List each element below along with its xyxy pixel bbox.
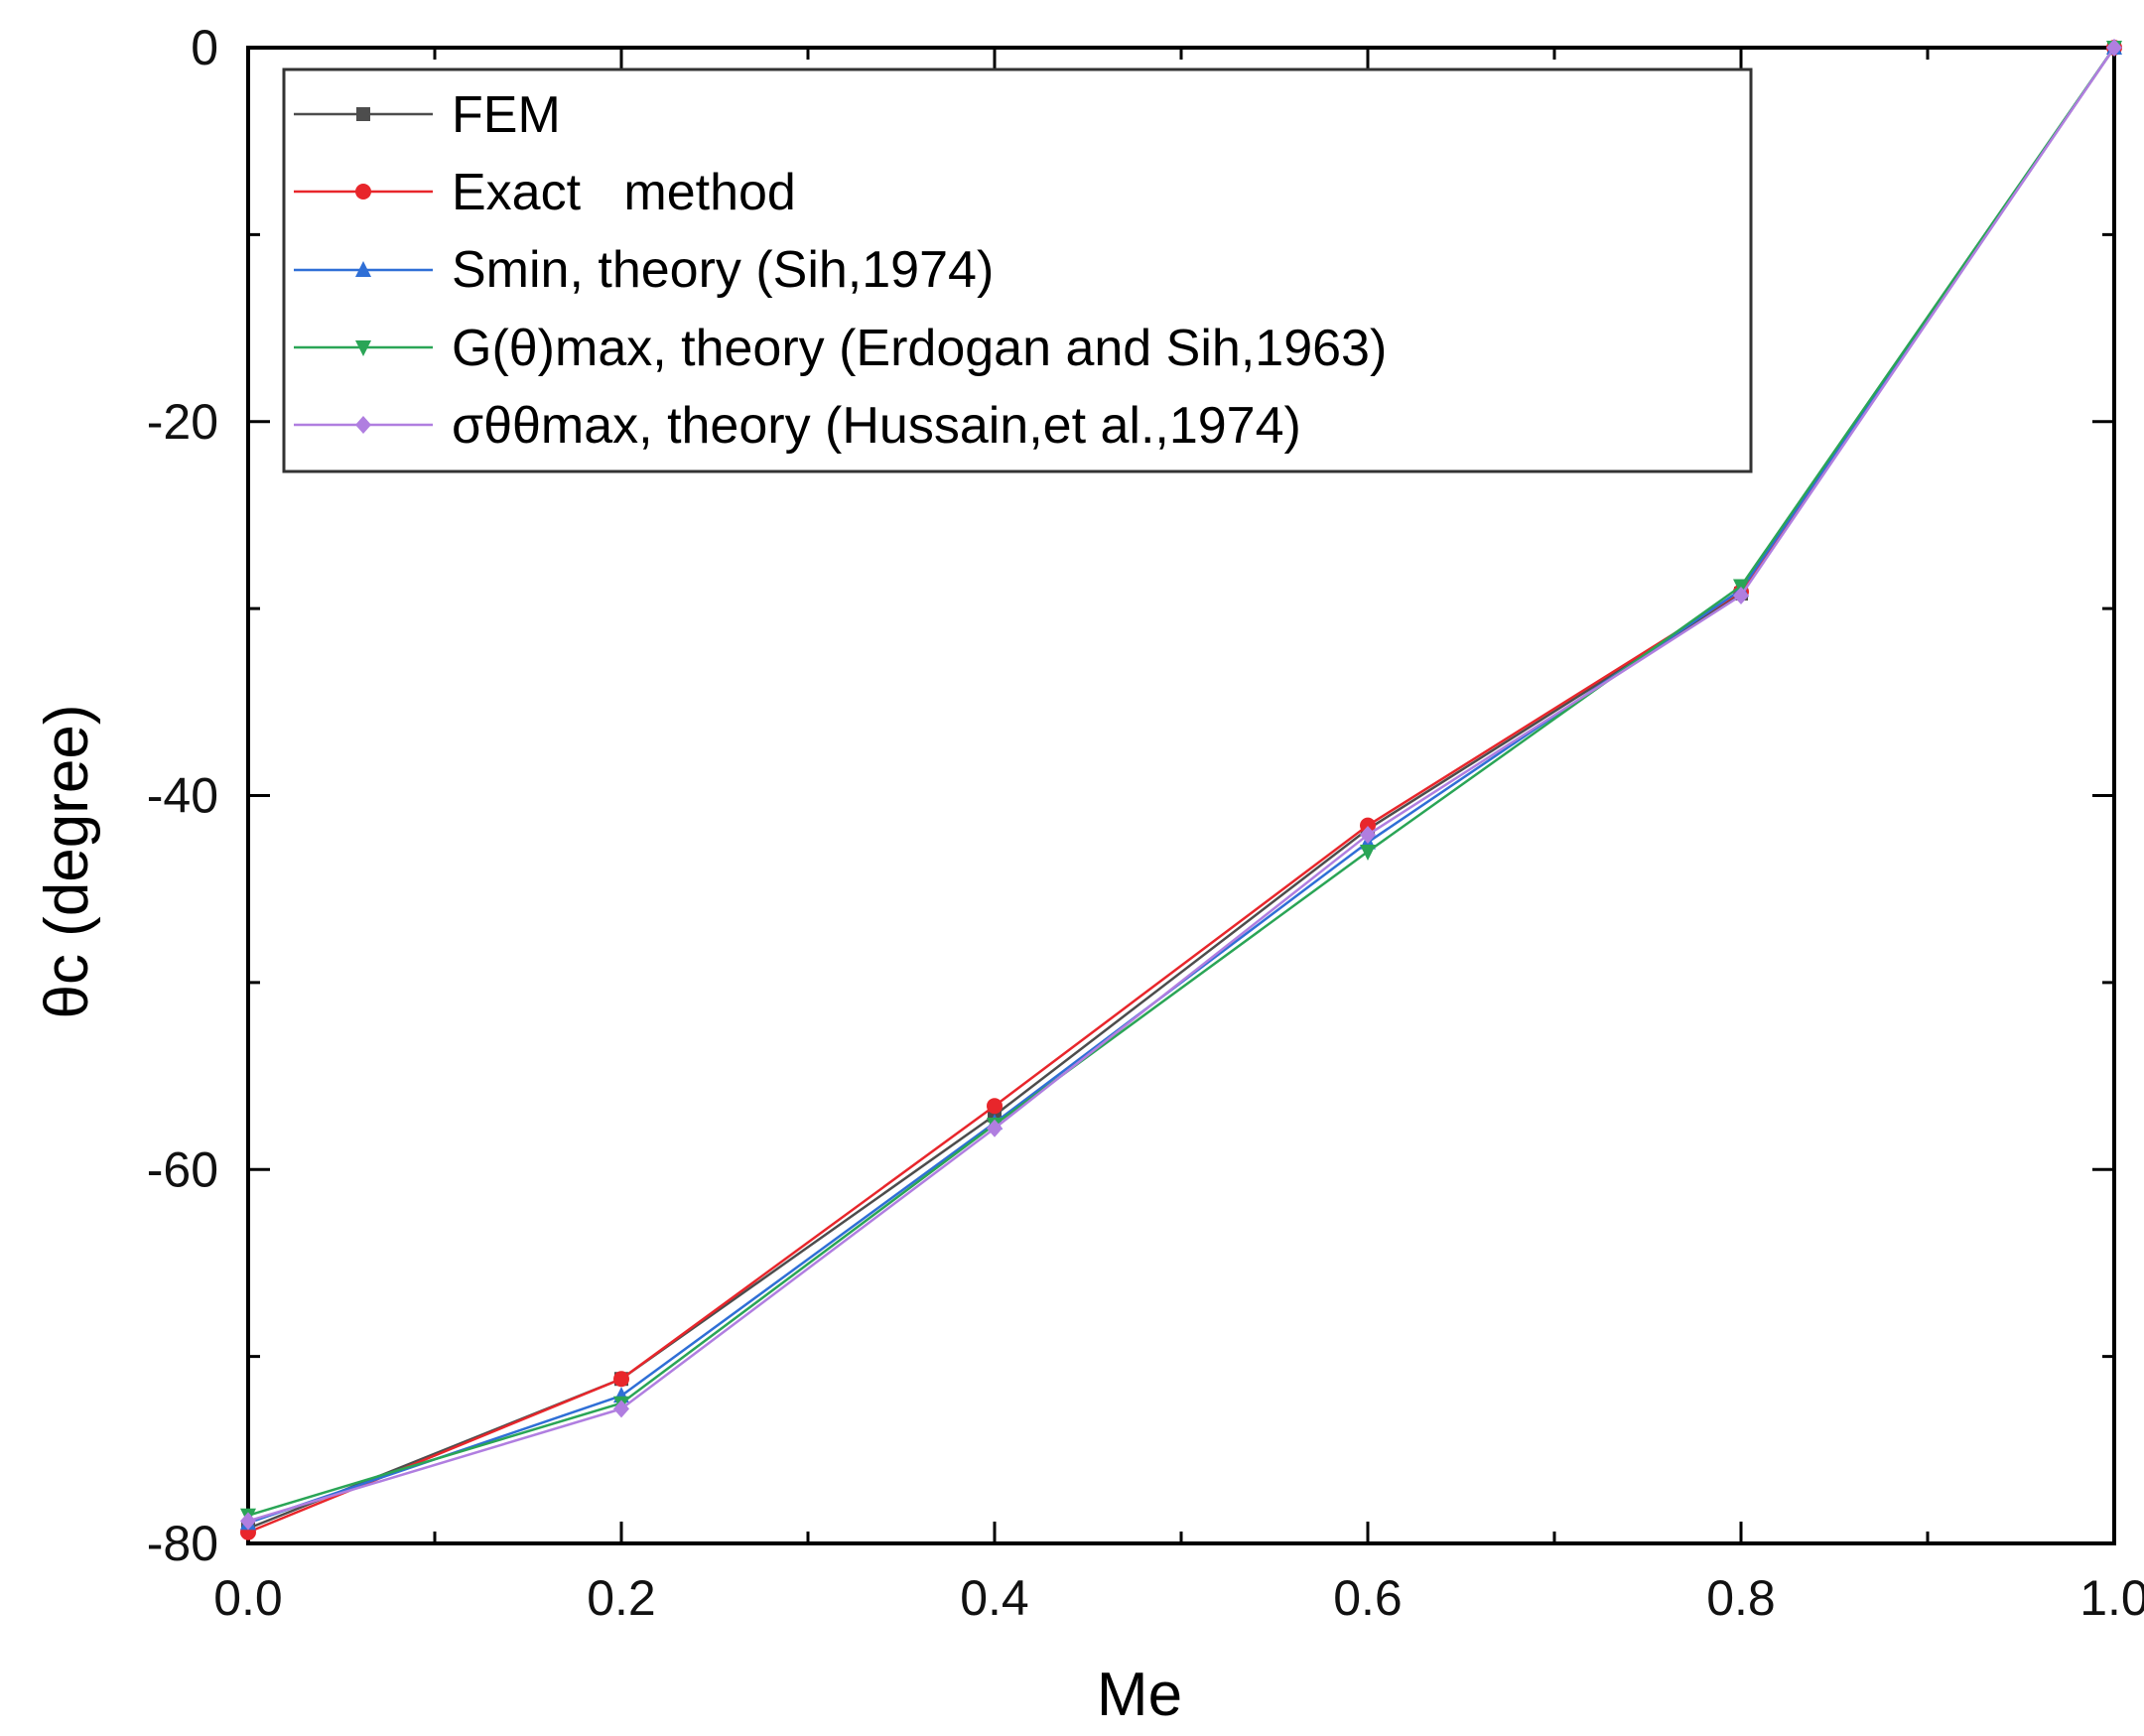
x-tick-label: 1.0 <box>2079 1570 2144 1626</box>
legend-marker <box>355 184 371 200</box>
series-line <box>247 47 2116 1523</box>
data-point <box>2106 39 2122 57</box>
data-point <box>613 1371 629 1388</box>
y-tick-label: 0 <box>191 20 218 75</box>
legend-label-exact: Exact method <box>452 164 796 221</box>
legend-samples <box>294 107 433 434</box>
data-point <box>1360 817 1376 834</box>
series-line <box>247 47 2116 1517</box>
x-axis-title: Me <box>1097 1661 1182 1729</box>
series-4 <box>240 39 2122 1531</box>
legend-label-smin: Smin, theory (Sih,1974) <box>452 241 994 299</box>
y-tick-label: -80 <box>147 1516 218 1571</box>
data-point <box>1360 826 1376 845</box>
x-tick-label: 0.6 <box>1333 1570 1403 1626</box>
x-tick-label: 0.8 <box>1706 1570 1776 1626</box>
x-tick-label: 0.2 <box>587 1570 656 1626</box>
data-point <box>1360 845 1376 862</box>
legend-box <box>282 67 1753 473</box>
x-tick-label: 0.4 <box>960 1570 1029 1626</box>
data-point <box>613 1400 629 1418</box>
y-tick-label: -60 <box>147 1141 218 1197</box>
y-tick-label: -20 <box>147 394 218 450</box>
x-tick-labels: 0.0 0.2 0.4 0.6 0.8 1.0 <box>213 1570 2144 1626</box>
legend-marker <box>355 261 371 277</box>
legend-label-sigmamax: σθθmax, theory (Hussain,et al.,1974) <box>452 397 1301 455</box>
series-group <box>240 39 2122 1540</box>
legend-marker <box>355 416 371 434</box>
legend-label-fem: FEM <box>452 86 561 144</box>
data-point <box>240 1512 256 1531</box>
y-tick-labels: 0 -20 -40 -60 -80 <box>147 20 218 1571</box>
legend-label-gmax: G(θ)max, theory (Erdogan and Sih,1963) <box>452 320 1387 377</box>
minor-ticks <box>248 48 2114 1543</box>
legend-marker <box>356 107 370 121</box>
x-tick-label: 0.0 <box>213 1570 283 1626</box>
y-axis-title: θc (degree) <box>33 704 101 1018</box>
legend-marker <box>355 340 371 356</box>
data-point <box>1733 586 1749 604</box>
y-tick-label: -40 <box>147 768 218 824</box>
data-point <box>987 1119 1003 1137</box>
legend: FEM Exact method Smin, theory (Sih,1974)… <box>282 67 1753 473</box>
data-point <box>987 1098 1003 1115</box>
